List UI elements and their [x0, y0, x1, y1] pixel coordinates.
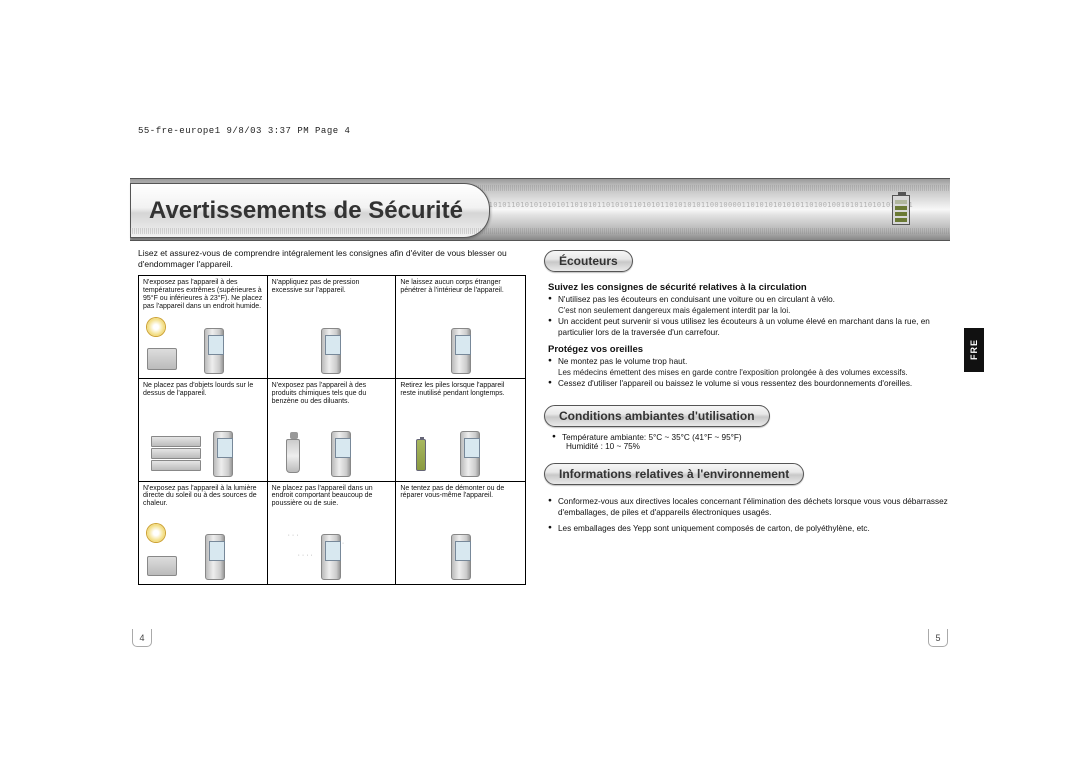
spec-humidity: Humidité : 10 ~ 75%	[548, 442, 950, 451]
section-pill-conditions: Conditions ambiantes d'utilisation	[544, 405, 770, 427]
warning-cell-8: Ne placez pas l'appareil dans un endroit…	[268, 482, 397, 585]
warning-illustration	[396, 522, 525, 580]
bullet-list: Conformez-vous aux directives locales co…	[548, 497, 950, 534]
content-area: Lisez et assurez-vous de comprendre inté…	[130, 248, 950, 585]
warning-cell-4: Ne placez pas d'objets lourds sur le des…	[139, 379, 268, 482]
subheading: Protégez vos oreilles	[548, 344, 950, 355]
list-text: Conformez-vous aux directives locales co…	[558, 497, 948, 516]
warning-illustration	[396, 419, 525, 477]
list-subtext: Les médecins émettent des mises en garde…	[558, 368, 950, 378]
subheading: Suivez les consignes de sécurité relativ…	[548, 282, 950, 293]
page-title: Avertissements de Sécurité	[149, 197, 463, 225]
list-item: Un accident peut survenir si vous utilis…	[548, 317, 950, 338]
page-number-right: 5	[928, 629, 948, 647]
list-subtext: C'est non seulement dangereux mais égale…	[558, 306, 950, 316]
warning-text: N'exposez pas l'appareil à des produits …	[272, 382, 392, 405]
section-pill-ecouteurs: Écouteurs	[544, 250, 633, 272]
document-spread: 55-fre-europe1 9/8/03 3:37 PM Page 4 010…	[130, 130, 950, 630]
list-item: Ne montez pas le volume trop haut. Les m…	[548, 357, 950, 378]
warning-text: Ne tentez pas de démonter ou de réparer …	[400, 485, 521, 501]
list-item: Cessez d'utiliser l'appareil ou baissez …	[548, 379, 950, 389]
warning-text: N'exposez pas l'appareil à la lumière di…	[143, 485, 263, 508]
list-item: Les emballages des Yepp sont uniquement …	[548, 524, 950, 534]
warning-illustration	[139, 316, 267, 374]
warning-cell-5: N'exposez pas l'appareil à des produits …	[268, 379, 397, 482]
list-text: Ne montez pas le volume trop haut.	[558, 357, 687, 366]
warning-cell-3: Ne laissez aucun corps étranger pénétrer…	[396, 276, 525, 379]
right-page: FRE Écouteurs Suivez les consignes de sé…	[544, 248, 950, 585]
warning-text: Ne laissez aucun corps étranger pénétrer…	[400, 279, 521, 295]
warning-illustration	[268, 316, 396, 374]
list-text: Un accident peut survenir si vous utilis…	[558, 317, 930, 336]
bullet-list: Ne montez pas le volume trop haut. Les m…	[548, 357, 950, 390]
battery-icon	[892, 195, 910, 225]
warning-illustration	[139, 522, 267, 580]
warning-text: Retirez les piles lorsque l'appareil res…	[400, 382, 521, 398]
warning-cell-1: N'exposez pas l'appareil à des températu…	[139, 276, 268, 379]
warning-illustration	[396, 316, 525, 374]
banner-binary-decor: 0101000110101101011010101010101101010110…	[430, 201, 950, 209]
bullet-list: N'utilisez pas les écouteurs en conduisa…	[548, 295, 950, 338]
intro-text: Lisez et assurez-vous de comprendre inté…	[138, 248, 518, 269]
warning-cell-2: N'appliquez pas de pression excessive su…	[268, 276, 397, 379]
warning-text: N'exposez pas l'appareil à des températu…	[143, 279, 263, 310]
list-text: Cessez d'utiliser l'appareil ou baissez …	[558, 379, 912, 388]
left-page: Lisez et assurez-vous de comprendre inté…	[130, 248, 532, 585]
section-pill-environnement: Informations relatives à l'environnement	[544, 463, 804, 485]
warning-cell-9: Ne tentez pas de démonter ou de réparer …	[396, 482, 525, 585]
list-item: N'utilisez pas les écouteurs en conduisa…	[548, 295, 950, 316]
warning-text: Ne placez pas d'objets lourds sur le des…	[143, 382, 263, 398]
warning-cell-6: Retirez les piles lorsque l'appareil res…	[396, 379, 525, 482]
warning-illustration	[139, 419, 267, 477]
spec-temperature: Température ambiante: 5°C ~ 35°C (41°F ~…	[548, 433, 950, 442]
warning-illustration	[268, 419, 396, 477]
warning-text: Ne placez pas l'appareil dans un endroit…	[272, 485, 392, 508]
warning-grid: N'exposez pas l'appareil à des températu…	[138, 275, 526, 585]
title-chip: Avertissements de Sécurité	[130, 183, 490, 238]
page-number-left: 4	[132, 629, 152, 647]
list-text: Les emballages des Yepp sont uniquement …	[558, 524, 870, 533]
language-tab: FRE	[964, 328, 984, 372]
warning-cell-7: N'exposez pas l'appareil à la lumière di…	[139, 482, 268, 585]
print-header: 55-fre-europe1 9/8/03 3:37 PM Page 4	[138, 126, 350, 136]
list-item: Conformez-vous aux directives locales co…	[548, 497, 950, 518]
warning-illustration: · · · · · · · · ·	[268, 522, 396, 580]
warning-text: N'appliquez pas de pression excessive su…	[272, 279, 392, 295]
list-text: N'utilisez pas les écouteurs en conduisa…	[558, 295, 835, 304]
title-banner: 0101000110101101011010101010101101010110…	[130, 178, 950, 241]
